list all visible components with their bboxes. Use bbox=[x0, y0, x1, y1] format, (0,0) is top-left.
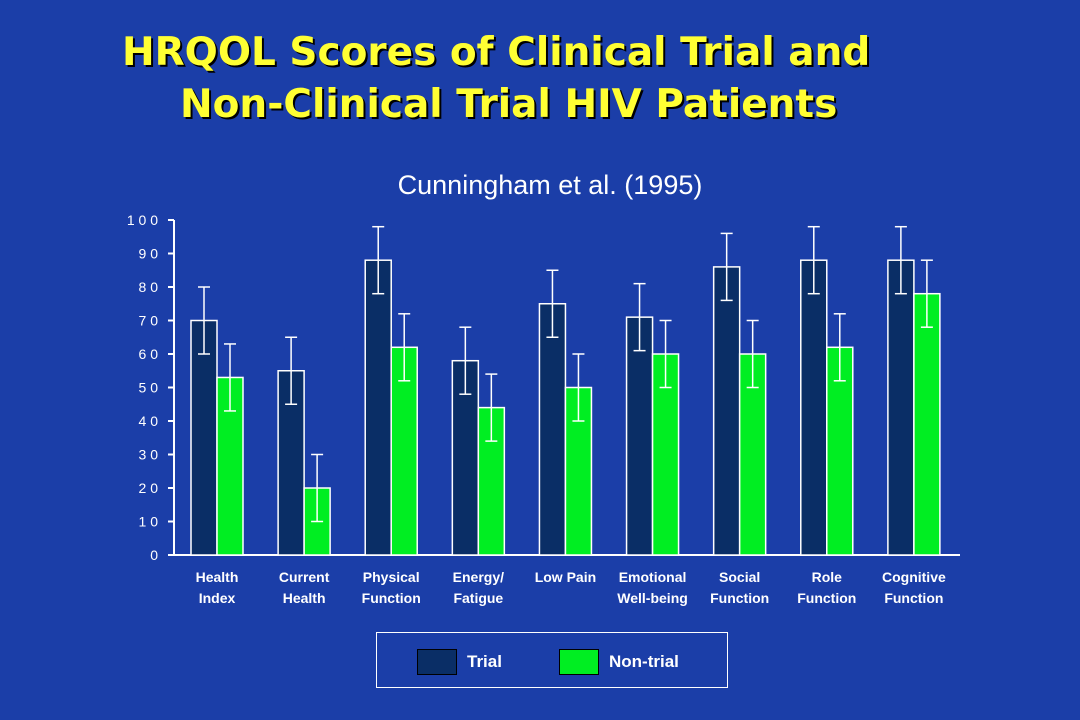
legend-label-trial: Trial bbox=[467, 652, 502, 671]
category-label-cognitive-function: Cognitive bbox=[882, 569, 946, 585]
category-label-cognitive-function: Function bbox=[884, 590, 943, 606]
legend: Trial Non-trial bbox=[376, 632, 728, 688]
bar-non-trial-physical-function bbox=[390, 346, 418, 556]
category-label-role-function: Function bbox=[797, 590, 856, 606]
y-tick-label: 4 0 bbox=[139, 413, 159, 429]
y-tick-label: 2 0 bbox=[139, 480, 159, 496]
category-label-health-index: Index bbox=[199, 590, 236, 606]
category-label-emotional-well-being: Emotional bbox=[619, 569, 687, 585]
category-label-current-health: Current bbox=[279, 569, 330, 585]
y-tick-label: 6 0 bbox=[139, 346, 159, 362]
y-tick-label: 7 0 bbox=[139, 313, 159, 329]
y-tick-label: 1 0 bbox=[139, 514, 159, 530]
category-label-health-index: Health bbox=[196, 569, 239, 585]
legend-swatch-trial bbox=[417, 649, 457, 675]
bar-trial-emotional-well-being bbox=[625, 316, 654, 556]
y-tick-label: 3 0 bbox=[139, 447, 159, 463]
y-tick-label: 8 0 bbox=[139, 279, 159, 295]
bar-non-trial-role-function bbox=[826, 346, 854, 556]
bar-trial-low-pain bbox=[538, 303, 567, 556]
bar-non-trial-cognitive-function bbox=[913, 292, 941, 556]
chart-subtitle: Cunningham et al. (1995) bbox=[397, 170, 703, 200]
bar-trial-social-function bbox=[712, 266, 741, 556]
category-label-role-function: Role bbox=[812, 569, 843, 585]
category-label-social-function: Social bbox=[719, 569, 760, 585]
title-line-2: Non-Clinical Trial HIV Patients bbox=[180, 82, 838, 127]
bar-trial-physical-function bbox=[364, 259, 392, 556]
bar-trial-cognitive-function bbox=[887, 259, 915, 556]
y-tick-label: 1 0 0 bbox=[127, 212, 158, 228]
bar-trial-role-function bbox=[800, 259, 828, 556]
category-label-emotional-well-being: Well-being bbox=[617, 590, 688, 606]
legend-item-nontrial: Non-trial bbox=[559, 649, 679, 675]
legend-label-nontrial: Non-trial bbox=[609, 652, 679, 671]
legend-swatch-nontrial bbox=[559, 649, 599, 675]
y-tick-label: 5 0 bbox=[139, 380, 159, 396]
category-label-energy-fatigue: Energy/ bbox=[453, 569, 504, 585]
category-label-social-function: Function bbox=[710, 590, 769, 606]
category-label-low-pain: Low Pain bbox=[535, 569, 596, 585]
category-label-energy-fatigue: Fatigue bbox=[453, 590, 503, 606]
y-tick-label: 9 0 bbox=[139, 246, 159, 262]
category-label-physical-function: Function bbox=[362, 590, 421, 606]
legend-item-trial: Trial bbox=[417, 649, 502, 675]
y-tick-label: 0 bbox=[150, 547, 158, 563]
category-label-physical-function: Physical bbox=[363, 569, 420, 585]
title-line-1: HRQOL Scores of Clinical Trial and bbox=[122, 30, 871, 75]
bar-trial-health-index bbox=[190, 319, 218, 556]
category-label-current-health: Health bbox=[283, 590, 326, 606]
